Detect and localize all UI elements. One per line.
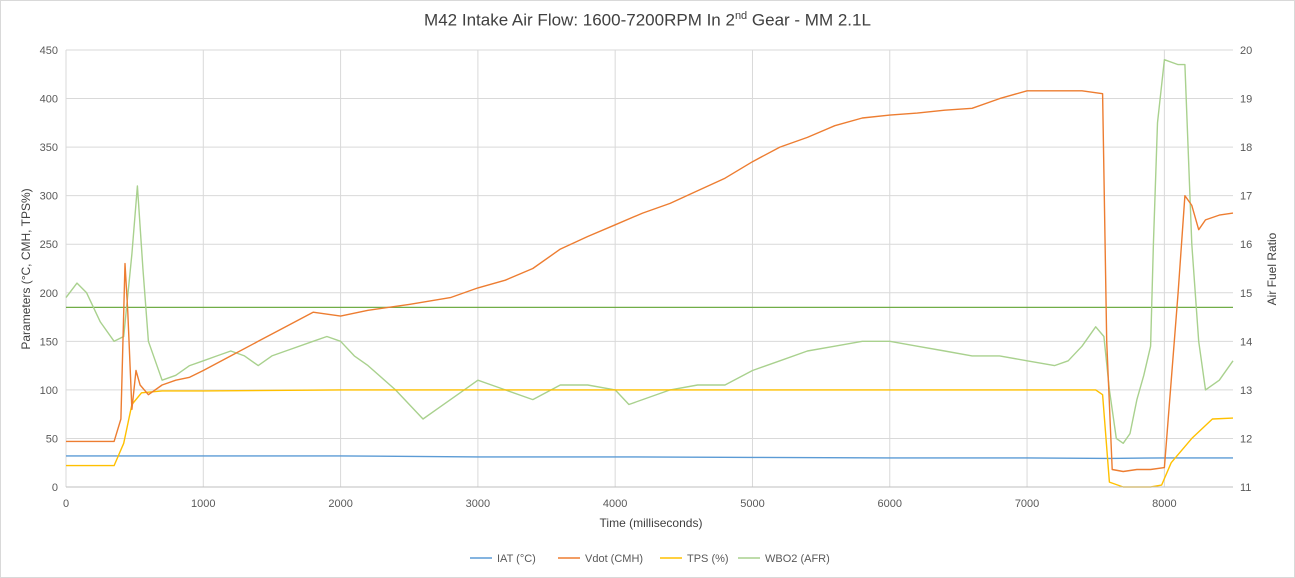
series-line-iat xyxy=(66,455,1233,460)
y2-tick-label: 20 xyxy=(1240,45,1252,57)
y2-tick-label: 15 xyxy=(1240,288,1252,300)
x-tick-label: 3000 xyxy=(466,498,490,510)
x-tick-label: 0 xyxy=(63,498,69,510)
legend-entry: WBO2 (AFR) xyxy=(765,553,830,565)
legend-entry: TPS (%) xyxy=(687,553,729,565)
y-tick-label: 0 xyxy=(52,482,58,494)
legend-entry: Vdot (CMH) xyxy=(585,553,643,565)
chart-title-tail: Gear - MM 2.1L xyxy=(747,10,871,30)
grid-lines xyxy=(65,49,1233,488)
y-tick-label: 450 xyxy=(40,45,58,57)
y2-tick-label: 17 xyxy=(1240,191,1252,203)
y-tick-label: 250 xyxy=(40,239,58,251)
series-line-wbo2 xyxy=(65,59,1234,444)
y-tick-label: 200 xyxy=(40,288,58,300)
chart-title-superscript: nd xyxy=(734,10,748,22)
y2-tick-label: 11 xyxy=(1240,482,1251,494)
y-tick-label: 400 xyxy=(40,94,58,106)
x-tick-label: 4000 xyxy=(603,498,627,510)
x-tick-label: 6000 xyxy=(878,498,902,510)
axis-layer: 0 50 100 150 200 250 300 350 400 450 0 1000 2000 3000… xyxy=(40,45,1253,510)
y-tick-label: 150 xyxy=(40,336,58,348)
y-tick-label: 50 xyxy=(46,433,58,445)
chart-title-main: M42 Intake Air Flow: 1600-7200RPM In 2 xyxy=(424,10,735,30)
y2-tick-label: 18 xyxy=(1240,142,1252,154)
y-tick-label: 300 xyxy=(40,191,58,203)
y-tick-label: 100 xyxy=(40,385,58,397)
x-tick-label: 8000 xyxy=(1152,498,1176,510)
x-tick-label: 7000 xyxy=(1015,498,1039,510)
series-line-tps xyxy=(66,389,1234,488)
y-axis-label: Parameters (°C, CMH, TPS%) xyxy=(19,188,33,349)
chart-title: M42 Intake Air Flow: 1600-7200RPM In 2nd… xyxy=(0,10,1295,31)
x-axis-label: Time (milliseconds) xyxy=(600,516,703,530)
y2-tick-label: 13 xyxy=(1240,385,1252,397)
y-tick-label: 350 xyxy=(40,142,58,154)
x-tick-label: 5000 xyxy=(740,498,764,510)
series-line-vdot xyxy=(66,90,1234,473)
y2-tick-label: 14 xyxy=(1240,336,1252,348)
y2-tick-label: 19 xyxy=(1240,94,1252,106)
legend: IAT (°C) Vdot (CMH) TPS (%) WBO2 (AFR) xyxy=(470,553,830,565)
y2-tick-label: 12 xyxy=(1240,433,1252,445)
y2-axis-label: Air Fuel Ratio xyxy=(1265,232,1279,305)
x-tick-label: 1000 xyxy=(191,498,215,510)
y2-tick-label: 16 xyxy=(1240,239,1252,251)
x-tick-label: 2000 xyxy=(328,498,352,510)
legend-entry: IAT (°C) xyxy=(497,553,536,565)
series-layer xyxy=(65,59,1234,488)
